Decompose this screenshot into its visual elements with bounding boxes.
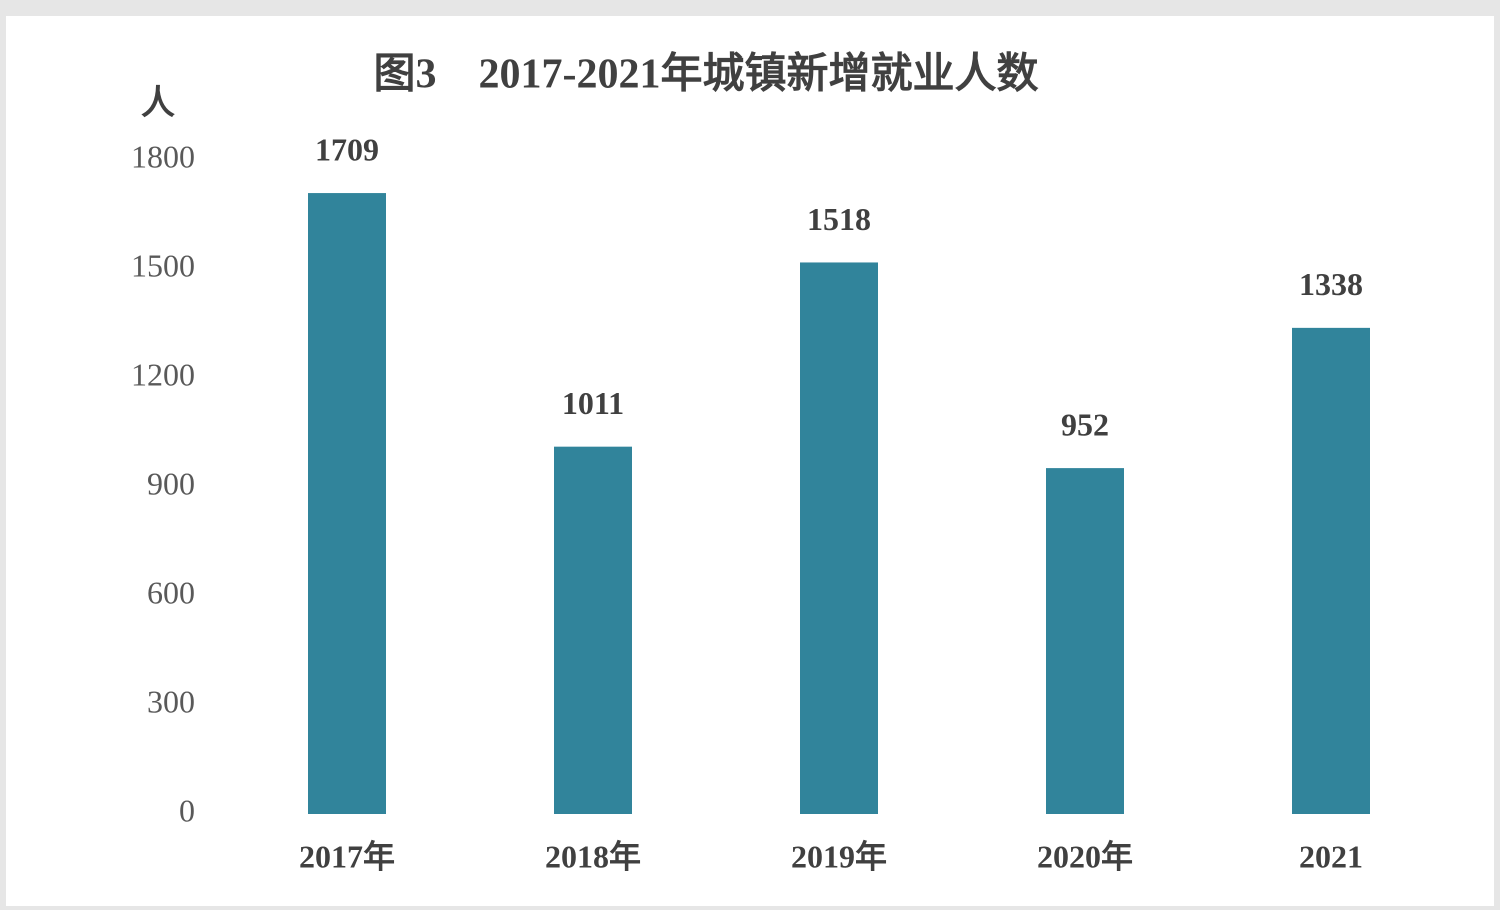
bar xyxy=(308,193,386,814)
x-tick-label: 2017年 xyxy=(299,838,395,874)
chart-area xyxy=(6,16,1494,906)
bar xyxy=(1292,327,1370,814)
value-label: 1338 xyxy=(1299,266,1363,302)
y-axis-label: 人 xyxy=(141,84,175,122)
bar xyxy=(554,446,632,814)
chart-title: 图3 2017-2021年城镇新增就业人数 xyxy=(374,51,1039,98)
value-label: 952 xyxy=(1061,406,1109,442)
value-label: 1518 xyxy=(807,201,871,237)
y-tick-label: 1500 xyxy=(131,247,195,283)
y-tick-label: 900 xyxy=(147,465,195,501)
bar xyxy=(1046,468,1124,814)
y-tick-label: 0 xyxy=(179,792,195,828)
y-tick-label: 1200 xyxy=(131,356,195,392)
bar xyxy=(800,262,878,815)
x-tick-label: 2020年 xyxy=(1037,838,1133,874)
x-tick-label: 2019年 xyxy=(791,838,887,874)
y-tick-label: 300 xyxy=(147,683,195,719)
value-label: 1011 xyxy=(562,385,624,421)
y-tick-label: 1800 xyxy=(131,138,195,174)
x-tick-label: 2021 xyxy=(1299,838,1363,874)
y-tick-label: 600 xyxy=(147,574,195,610)
x-tick-label: 2018年 xyxy=(545,838,641,874)
value-label: 1709 xyxy=(315,131,379,167)
